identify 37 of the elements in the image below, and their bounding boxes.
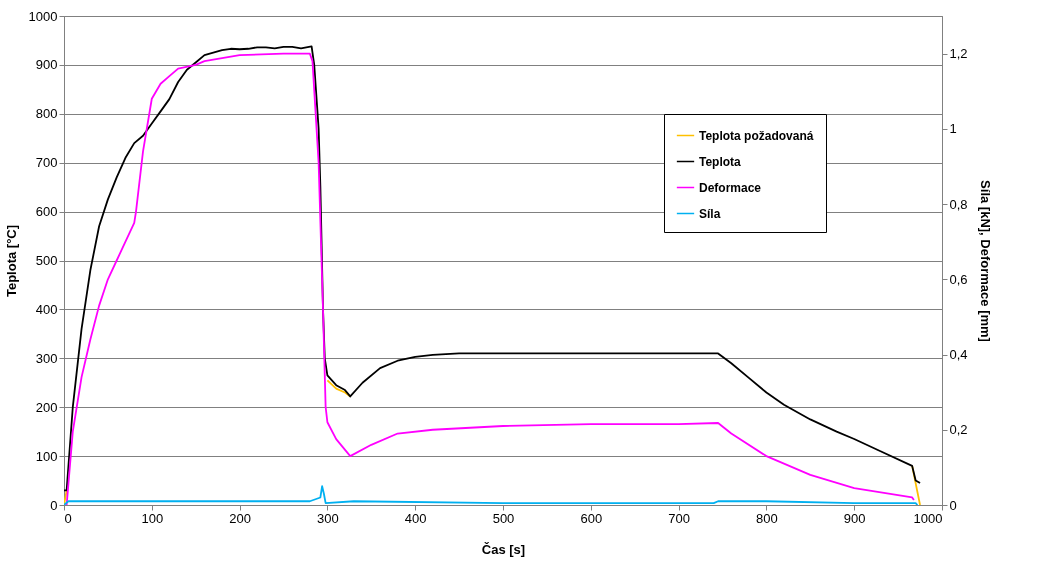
y-tick-label: 0 <box>50 497 58 513</box>
y2-tick-label: 0,2 <box>949 422 968 438</box>
x-tick-label: 900 <box>843 510 866 526</box>
y2-tick-label: 0,6 <box>949 271 968 287</box>
x-tick-label: 600 <box>580 510 603 526</box>
x-tick-label: 100 <box>141 510 164 526</box>
x-tick-label: 0 <box>64 510 72 526</box>
x-tick-label: 300 <box>317 510 339 526</box>
y-tick-label: 1000 <box>28 8 58 24</box>
y-tick-label: 300 <box>35 350 58 366</box>
x-tick-label: 400 <box>404 510 427 526</box>
x-tick-label: 700 <box>668 510 690 526</box>
legend-label: Deformace <box>699 180 762 195</box>
y-tick-label: 100 <box>35 448 58 464</box>
y-tick-label: 700 <box>35 155 58 171</box>
y2-axis-title: Síla [kN], Deformace [mm] <box>977 180 993 342</box>
y2-tick-label: 1 <box>949 121 957 137</box>
y-axis-title: Teplota [°C] <box>3 224 19 298</box>
y2-tick-label: 0,4 <box>949 347 968 363</box>
legend-label: Síla <box>699 206 721 221</box>
y-tick-label: 600 <box>35 204 58 220</box>
y-tick-label: 900 <box>35 57 58 73</box>
y-tick-label: 400 <box>35 301 58 317</box>
y-tick-label: 500 <box>35 253 58 268</box>
y-tick-label: 800 <box>35 106 58 122</box>
x-axis-title: Čas [s] <box>481 541 526 557</box>
x-tick-label: 500 <box>492 510 515 526</box>
y2-tick-label: 1,2 <box>949 46 968 62</box>
y-tick-label: 200 <box>35 399 58 415</box>
line-series <box>64 485 919 505</box>
x-tick-label: 200 <box>229 510 251 526</box>
legend-label: Teplota <box>699 154 742 169</box>
x-tick-label: 1000 <box>913 510 943 526</box>
y2-tick-label: 0,8 <box>949 196 968 212</box>
legend-label: Teplota požadovaná <box>699 128 814 143</box>
x-tick-label: 800 <box>756 510 778 526</box>
y2-tick-label: 0 <box>949 497 957 513</box>
